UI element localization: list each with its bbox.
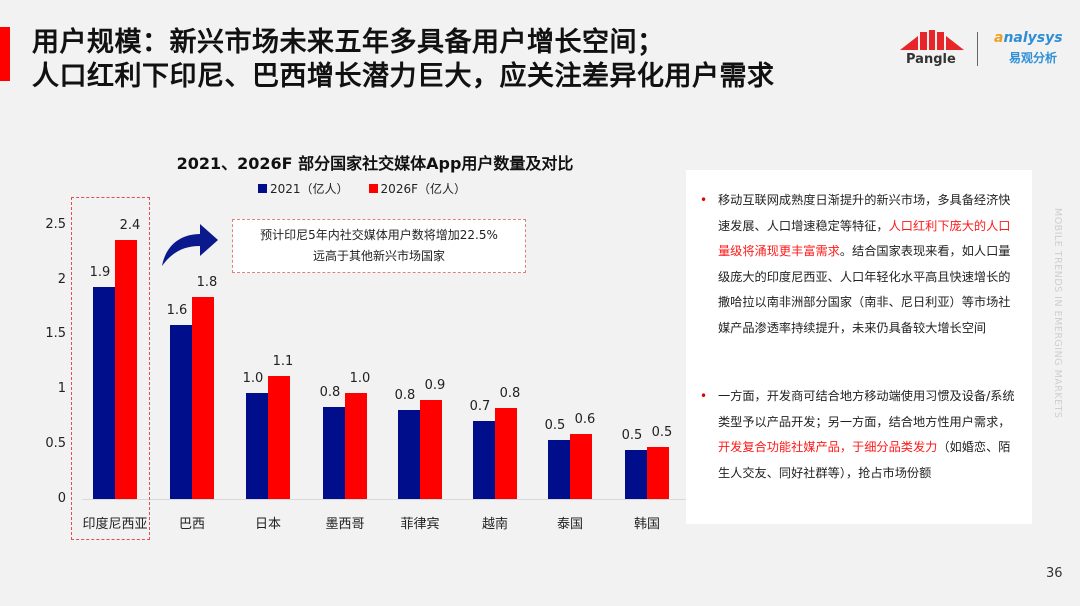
bar-value-label: 0.8 bbox=[499, 386, 521, 402]
bar-value-label: 0.8 bbox=[394, 388, 416, 404]
bullet-1-text: 移动互联网成熟度日渐提升的新兴市场，多具备经济快速发展、人口增速稳定等特征，人口… bbox=[700, 188, 1022, 341]
logo-divider bbox=[977, 32, 978, 66]
indonesia-highlight-box bbox=[71, 197, 150, 540]
bullet-1-part-1: 移动互联网成熟度日渐提升的新兴市场，多具备经济快速发展、人口增速稳定等特征， bbox=[718, 193, 1011, 233]
page-title: 用户规模：新兴市场未来五年多具备用户增长空间； 人口红利下印尼、巴西增长潜力巨大… bbox=[32, 26, 775, 94]
chart-title: 2021、2026F 部分国家社交媒体App用户数量及对比 bbox=[176, 154, 574, 173]
logo-area: Pangle analysys 易观分析 bbox=[898, 28, 1068, 72]
pangle-logo-icon bbox=[900, 30, 964, 50]
legend-item-2026f: 2026F（亿人） bbox=[368, 180, 466, 197]
curved-arrow-icon bbox=[162, 224, 218, 266]
analysys-logo-a: a bbox=[994, 30, 1004, 46]
analysys-logo-text: analysys bbox=[994, 30, 1063, 46]
bullet-1-part-2: 。结合国家表现来看，如人口量级庞大的印度尼西亚、人口年轻化水平高且快速增长的撒哈… bbox=[718, 244, 1011, 335]
bar-value-label: 1.0 bbox=[242, 370, 264, 386]
y-tick-1: 1 bbox=[57, 381, 66, 396]
bullet-2-text: 一方面，开发商可结合地方移动端使用习惯及设备/系统类型予以产品开发；另一方面，结… bbox=[700, 384, 1022, 486]
bar-2026f bbox=[192, 297, 214, 499]
legend-item-2021: 2021（亿人） bbox=[258, 180, 349, 197]
legend-swatch-2021 bbox=[258, 184, 267, 193]
category-label: 巴西 bbox=[178, 517, 205, 532]
category-label: 韩国 bbox=[633, 517, 660, 532]
page-number: 36 bbox=[1046, 566, 1063, 581]
bar-2026f bbox=[647, 447, 669, 499]
bar-2021 bbox=[170, 324, 192, 499]
bullet-dot-icon: • bbox=[700, 193, 708, 207]
bar-2026f bbox=[570, 434, 592, 499]
legend-label-2026f: 2026F（亿人） bbox=[380, 182, 466, 196]
insight-panel: • 移动互联网成熟度日渐提升的新兴市场，多具备经济快速发展、人口增速稳定等特征，… bbox=[686, 170, 1032, 524]
category-label: 墨西哥 bbox=[325, 517, 365, 532]
bar-2021 bbox=[93, 287, 115, 499]
page-title-line-1: 用户规模：新兴市场未来五年多具备用户增长空间； bbox=[32, 27, 665, 58]
bullet-2-part-1: 一方面，开发商可结合地方移动端使用习惯及设备/系统类型予以产品开发；另一方面，结… bbox=[718, 389, 1015, 429]
chart-legend: 2021（亿人） 2026F（亿人） bbox=[258, 180, 466, 197]
bar-value-label: 1.0 bbox=[349, 370, 371, 386]
bullet-dot-icon: • bbox=[700, 389, 708, 403]
callout-line-2: 远高于其他新兴市场国家 bbox=[312, 249, 445, 263]
x-axis-baseline bbox=[82, 499, 687, 500]
insight-bullet-2: • 一方面，开发商可结合地方移动端使用习惯及设备/系统类型予以产品开发；另一方面… bbox=[700, 384, 1022, 486]
bar-value-label: 0.9 bbox=[424, 378, 446, 394]
bullet-2-highlight: 开发复合功能社媒产品，于细分品类发力 bbox=[718, 440, 938, 454]
legend-swatch-2026f bbox=[368, 184, 378, 193]
bullet-2-part-2: （如婚恋、陌生人交友、同好社群等），抢占市场份额 bbox=[718, 440, 1011, 480]
bar-value-label: 0.5 bbox=[621, 427, 643, 443]
bar-2026f bbox=[495, 408, 517, 499]
bar-2026f bbox=[420, 400, 442, 499]
bar-2021 bbox=[323, 406, 345, 499]
bullet-1-highlight: 人口红利下庞大的人口量级将涌现更丰富需求 bbox=[718, 218, 1011, 259]
bar-2021 bbox=[398, 410, 420, 499]
bar-2021 bbox=[246, 392, 268, 499]
bar-value-label: 1.9 bbox=[89, 265, 111, 281]
legend-label-2021: 2021（亿人） bbox=[270, 182, 349, 196]
bar-value-label: 0.5 bbox=[651, 425, 673, 441]
insight-bullet-1: • 移动互联网成熟度日渐提升的新兴市场，多具备经济快速发展、人口增速稳定等特征，… bbox=[700, 188, 1022, 341]
y-tick-2: 2 bbox=[57, 272, 66, 287]
y-tick-0: 0 bbox=[57, 491, 66, 506]
callout-line-1: 预计印尼5年内社交媒体用户数将增加22.5% bbox=[260, 228, 498, 242]
category-label: 菲律宾 bbox=[400, 517, 440, 532]
title-accent-bar bbox=[0, 27, 10, 81]
category-label: 印度尼西亚 bbox=[82, 517, 148, 532]
page-title-line-2: 人口红利下印尼、巴西增长潜力巨大，应关注差异化用户需求 bbox=[32, 61, 775, 92]
analysys-logo-rest: nalysys bbox=[1003, 30, 1063, 46]
side-watermark-text: MOBILE TRENDS IN EMERGING MARKETS bbox=[1052, 208, 1063, 419]
bar-value-label: 0.5 bbox=[544, 417, 566, 433]
y-tick-2-5: 2.5 bbox=[45, 217, 66, 232]
bar-value-label: 0.6 bbox=[574, 412, 596, 428]
category-label: 越南 bbox=[481, 517, 508, 532]
bar-2021 bbox=[625, 449, 647, 499]
bar-value-label: 1.8 bbox=[196, 275, 218, 291]
chart-callout: 预计印尼5年内社交媒体用户数将增加22.5% 远高于其他新兴市场国家 bbox=[232, 219, 526, 273]
bar-2026f bbox=[345, 392, 367, 499]
category-label: 泰国 bbox=[556, 517, 583, 532]
y-tick-1-5: 1.5 bbox=[45, 326, 66, 341]
pangle-logo-text: Pangle bbox=[906, 52, 956, 67]
bar-value-label: 1.6 bbox=[166, 302, 188, 318]
category-label: 日本 bbox=[254, 517, 281, 532]
analysys-logo-cn: 易观分析 bbox=[1009, 51, 1058, 65]
bar-2021 bbox=[548, 439, 570, 499]
bar-2021 bbox=[473, 421, 495, 499]
bar-value-label: 2.4 bbox=[119, 218, 141, 234]
bar-value-label: 0.8 bbox=[319, 384, 341, 400]
bar-value-label: 0.7 bbox=[469, 399, 491, 415]
bar-2026f bbox=[115, 240, 137, 499]
bar-2026f bbox=[268, 376, 290, 499]
y-tick-0-5: 0.5 bbox=[45, 436, 66, 451]
bar-value-label: 1.1 bbox=[272, 354, 294, 370]
